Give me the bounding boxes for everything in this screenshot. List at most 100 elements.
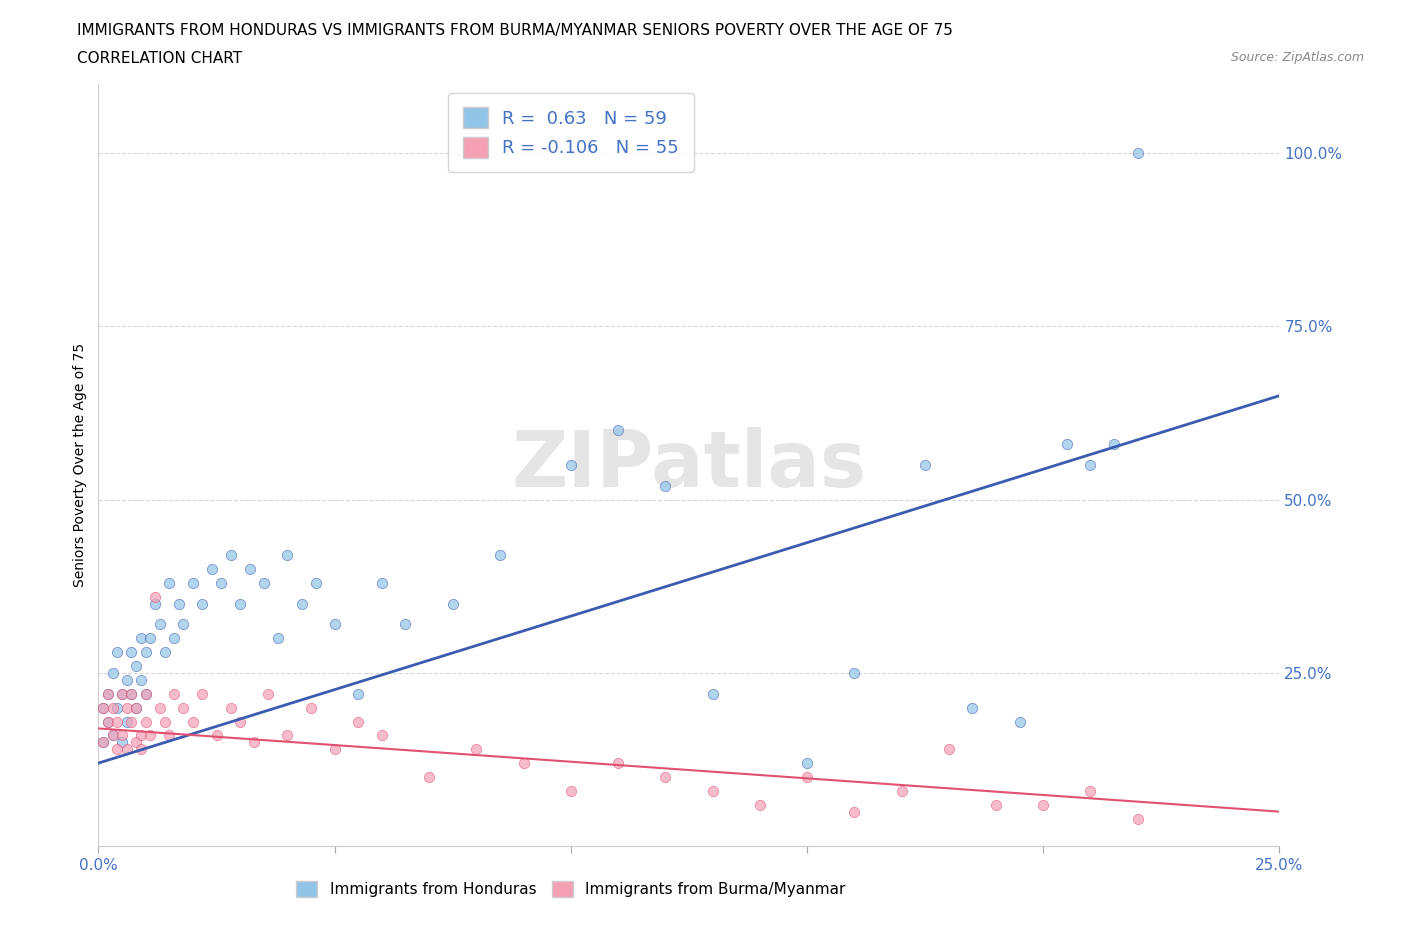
Point: [135, 714, 157, 729]
Point: [157, 576, 180, 591]
Legend: Immigrants from Honduras, Immigrants from Burma/Myanmar: Immigrants from Honduras, Immigrants fro…: [290, 875, 852, 903]
Point: [172, 617, 194, 631]
Point: [101, 728, 124, 743]
Point: [129, 672, 152, 687]
Point: [101, 728, 124, 743]
Point: [191, 686, 214, 701]
Point: [257, 686, 280, 701]
Point: [347, 686, 370, 701]
Point: [105, 700, 128, 715]
Y-axis label: Seniors Poverty Over the Age of 75: Seniors Poverty Over the Age of 75: [73, 343, 87, 587]
Point: [135, 686, 157, 701]
Point: [91, 735, 114, 750]
Point: [219, 548, 242, 563]
Point: [796, 756, 818, 771]
Point: [149, 700, 172, 715]
Point: [97, 714, 120, 729]
Point: [121, 644, 143, 659]
Point: [702, 686, 724, 701]
Point: [105, 742, 128, 757]
Point: [243, 735, 266, 750]
Point: [984, 797, 1007, 812]
Point: [914, 458, 936, 472]
Point: [1102, 437, 1125, 452]
Point: [121, 686, 143, 701]
Point: [844, 804, 866, 819]
Text: CORRELATION CHART: CORRELATION CHART: [77, 51, 242, 66]
Point: [276, 548, 298, 563]
Point: [163, 631, 186, 645]
Point: [139, 631, 162, 645]
Point: [1008, 714, 1031, 729]
Point: [890, 783, 912, 798]
Point: [111, 686, 134, 701]
Point: [129, 631, 152, 645]
Point: [962, 700, 984, 715]
Point: [654, 769, 676, 784]
Point: [607, 423, 630, 438]
Point: [299, 700, 322, 715]
Point: [97, 714, 120, 729]
Point: [115, 742, 138, 757]
Point: [153, 644, 176, 659]
Point: [115, 672, 138, 687]
Point: [125, 658, 148, 673]
Point: [143, 590, 166, 604]
Point: [323, 617, 346, 631]
Point: [181, 714, 204, 729]
Point: [105, 644, 128, 659]
Point: [1080, 458, 1102, 472]
Point: [1126, 146, 1149, 161]
Point: [239, 562, 262, 577]
Point: [101, 666, 124, 681]
Point: [149, 617, 172, 631]
Point: [153, 714, 176, 729]
Point: [191, 596, 214, 611]
Point: [305, 576, 328, 591]
Point: [125, 735, 148, 750]
Point: [97, 686, 120, 701]
Point: [512, 756, 534, 771]
Point: [489, 548, 512, 563]
Point: [111, 735, 134, 750]
Point: [844, 666, 866, 681]
Point: [371, 728, 394, 743]
Point: [143, 596, 166, 611]
Point: [229, 596, 252, 611]
Point: [115, 714, 138, 729]
Point: [748, 797, 770, 812]
Point: [105, 714, 128, 729]
Point: [1032, 797, 1054, 812]
Point: [129, 742, 152, 757]
Point: [560, 458, 582, 472]
Point: [115, 700, 138, 715]
Point: [323, 742, 346, 757]
Point: [938, 742, 960, 757]
Point: [418, 769, 440, 784]
Point: [181, 576, 204, 591]
Point: [702, 783, 724, 798]
Point: [125, 700, 148, 715]
Point: [97, 686, 120, 701]
Point: [441, 596, 464, 611]
Point: [172, 700, 194, 715]
Point: [253, 576, 276, 591]
Point: [167, 596, 190, 611]
Point: [209, 576, 232, 591]
Point: [1080, 783, 1102, 798]
Text: ZIPatlas: ZIPatlas: [512, 427, 866, 503]
Point: [101, 700, 124, 715]
Point: [394, 617, 416, 631]
Point: [157, 728, 180, 743]
Point: [229, 714, 252, 729]
Point: [560, 783, 582, 798]
Point: [111, 728, 134, 743]
Point: [91, 700, 114, 715]
Point: [91, 700, 114, 715]
Point: [135, 686, 157, 701]
Point: [163, 686, 186, 701]
Point: [371, 576, 394, 591]
Point: [290, 596, 312, 611]
Point: [111, 686, 134, 701]
Text: IMMIGRANTS FROM HONDURAS VS IMMIGRANTS FROM BURMA/MYANMAR SENIORS POVERTY OVER T: IMMIGRANTS FROM HONDURAS VS IMMIGRANTS F…: [77, 23, 953, 38]
